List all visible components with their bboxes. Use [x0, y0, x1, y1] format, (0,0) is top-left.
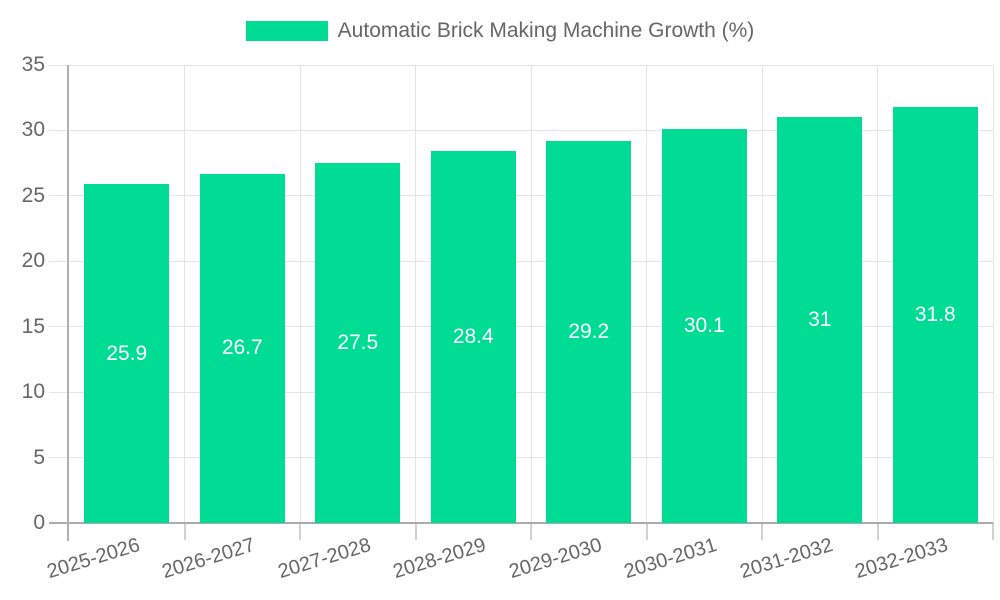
bar-value-label: 25.9 [106, 341, 148, 365]
x-axis-tick [645, 523, 648, 540]
bar-value-label: 28.4 [452, 325, 494, 349]
legend-swatch [245, 21, 328, 41]
bar-value-label: 30.1 [683, 314, 725, 338]
x-axis-line [49, 522, 993, 524]
gridline-horizontal [49, 64, 993, 66]
gridline-vertical [415, 65, 416, 523]
bar-value-label: 31 [808, 308, 832, 332]
gridline-vertical [299, 65, 301, 523]
bar-2031-2032[interactable]: 31 [777, 117, 863, 523]
x-axis-tick [183, 523, 186, 540]
y-axis-tick-label: 15 [21, 314, 45, 338]
gridline-vertical [530, 65, 532, 523]
y-axis-tick-label: 0 [33, 511, 45, 534]
y-axis-tick-label: 35 [21, 53, 45, 76]
legend-label: Automatic Brick Making Machine Growth (%… [337, 19, 755, 42]
bar-2028-2029[interactable]: 28.4 [430, 151, 516, 523]
gridline-horizontal [49, 457, 993, 459]
x-axis-tick [530, 523, 532, 540]
gridline-horizontal [49, 326, 993, 328]
plot-area: 25.9 26.7 27.5 28.4 29.2 30.1 31 31.8 [49, 64, 994, 541]
chart-legend: Automatic Brick Making Machine Growth (%… [0, 16, 1000, 46]
y-axis-tick-label: 20 [21, 249, 45, 273]
gridline-vertical [877, 65, 878, 523]
gridline-horizontal [49, 260, 993, 262]
x-axis-tick [876, 523, 879, 540]
bar-value-label: 29.2 [568, 319, 610, 343]
x-axis-tick [414, 523, 417, 540]
gridline-vertical [761, 65, 763, 523]
gridline-vertical [184, 65, 185, 523]
y-axis-tick-label: 30 [21, 118, 45, 142]
y-axis-line [67, 65, 69, 541]
bar-value-label: 26.7 [221, 336, 263, 360]
bar-value-label: 31.8 [914, 302, 956, 326]
bar-2025-2026[interactable]: 25.9 [84, 184, 170, 523]
gridline-horizontal [49, 391, 993, 393]
y-axis-tick-label: 10 [21, 380, 45, 404]
x-axis-tick [761, 523, 763, 540]
gridline-vertical [646, 65, 647, 523]
y-axis-tick-label: 5 [33, 445, 45, 469]
bar-2029-2030[interactable]: 29.2 [546, 140, 632, 523]
bar-2027-2028[interactable]: 27.5 [315, 163, 401, 523]
gridline-horizontal [49, 129, 993, 131]
y-axis-tick-label: 25 [21, 183, 45, 207]
bar-2032-2033[interactable]: 31.8 [892, 106, 978, 523]
bar-value-label: 27.5 [337, 331, 379, 355]
x-axis-tick [992, 523, 994, 540]
legend-item[interactable]: Automatic Brick Making Machine Growth (%… [245, 19, 755, 43]
gridline-vertical [992, 65, 994, 523]
bar-2030-2031[interactable]: 30.1 [661, 129, 747, 523]
x-axis-tick [299, 523, 301, 540]
bar-2026-2027[interactable]: 26.7 [199, 173, 285, 523]
gridline-horizontal [49, 195, 993, 197]
